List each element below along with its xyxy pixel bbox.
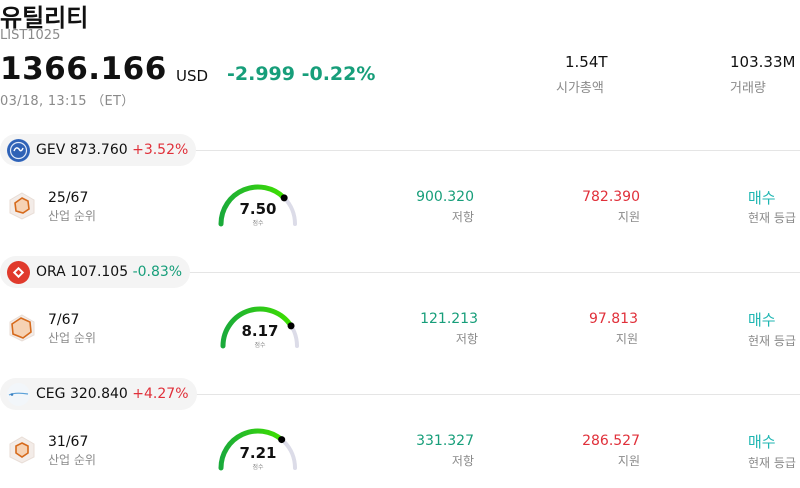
stock-change: +4.27% <box>132 386 189 402</box>
stock-quote: GEV 873.760 +3.52% <box>36 142 188 158</box>
support-label: 지원 <box>617 454 640 468</box>
market-cap-label: 시가총액 <box>556 81 604 96</box>
stock-chip-ora[interactable]: ORA 107.105 -0.83% <box>0 256 191 288</box>
stock-price: 320.840 <box>69 386 128 402</box>
index-symbol: LIST1025 <box>0 28 61 43</box>
current-rating: 매수 <box>748 189 776 207</box>
support-value: 782.390 <box>582 189 640 205</box>
score-label: 점수 <box>252 464 264 471</box>
current-rating: 매수 <box>748 433 776 451</box>
current-rating: 매수 <box>748 311 776 329</box>
current-rating-label: 현재 등급 <box>748 211 796 225</box>
support-label: 지원 <box>617 210 640 224</box>
current-rating-label: 현재 등급 <box>748 456 796 470</box>
index-price: 1366.166 <box>0 51 167 87</box>
score-gauge <box>218 184 297 227</box>
industry-rank-hex-icon <box>9 314 35 342</box>
stock-chip-ceg[interactable]: CEG 320.840 +4.27% <box>0 378 197 410</box>
stock-ticker: GEV <box>36 142 66 158</box>
stock-price: 873.760 <box>69 142 128 158</box>
resistance-value: 331.327 <box>416 433 474 449</box>
resistance-value: 121.213 <box>420 311 478 327</box>
price-change-value: -2.999 <box>227 63 295 85</box>
section-divider <box>0 272 800 273</box>
resistance-label: 저항 <box>451 210 474 224</box>
score-gauge <box>220 306 299 349</box>
constellation-logo-icon <box>7 382 30 406</box>
industry-rank-label: 산업 순위 <box>48 453 96 467</box>
industry-rank-label: 산업 순위 <box>48 209 96 223</box>
industry-rank-hex-icon <box>9 436 35 464</box>
gauge-fill <box>220 306 294 349</box>
score-label: 점수 <box>254 342 266 349</box>
stock-ticker: CEG <box>36 386 66 402</box>
resistance-label: 저항 <box>451 454 474 468</box>
stock-price: 107.105 <box>70 264 129 280</box>
section-divider <box>0 150 800 151</box>
page-title: 유틸리티 <box>0 4 89 32</box>
section-divider <box>0 394 800 395</box>
gauge-marker <box>278 436 286 444</box>
resistance-value: 900.320 <box>416 189 474 205</box>
gauge-fill <box>218 428 285 471</box>
gauge-fill <box>218 184 287 227</box>
industry-rank-label: 산업 순위 <box>48 331 96 345</box>
score-label: 점수 <box>252 220 264 227</box>
industry-rank-hex-icon <box>9 192 35 220</box>
resistance-label: 저항 <box>455 332 478 346</box>
support-value: 286.527 <box>582 433 640 449</box>
price-change: -2.999 -0.22% <box>227 63 375 85</box>
stock-chip-gev[interactable]: GEV 873.760 +3.52% <box>0 134 197 166</box>
score-value: 7.50 <box>239 200 277 218</box>
stock-ticker: ORA <box>36 264 66 280</box>
stock-quote: ORA 107.105 -0.83% <box>36 264 182 280</box>
support-value: 97.813 <box>589 311 638 327</box>
ormat-logo-icon <box>7 260 30 284</box>
gauge-marker <box>280 194 288 202</box>
score-value: 8.17 <box>241 322 279 340</box>
industry-rank: 25/67 <box>48 190 89 206</box>
market-cap-value: 1.54T <box>565 53 608 71</box>
score-value: 7.21 <box>239 444 277 462</box>
score-gauge <box>218 428 297 471</box>
quote-timestamp: 03/18, 13:15 （ET） <box>0 94 135 109</box>
gauge-marker <box>287 322 295 330</box>
currency-label: USD <box>176 67 209 85</box>
volume-label: 거래량 <box>730 81 766 96</box>
stock-change: -0.83% <box>132 264 183 280</box>
price-change-percent: -0.22% <box>301 63 376 85</box>
stock-quote: CEG 320.840 +4.27% <box>36 386 189 402</box>
support-label: 지원 <box>615 332 638 346</box>
industry-rank: 7/67 <box>48 312 80 328</box>
ge-vernova-logo-icon <box>7 138 30 162</box>
stock-change: +3.52% <box>132 142 189 158</box>
volume-value: 103.33M <box>730 53 796 71</box>
current-rating-label: 현재 등급 <box>748 334 796 348</box>
industry-rank: 31/67 <box>48 434 89 450</box>
